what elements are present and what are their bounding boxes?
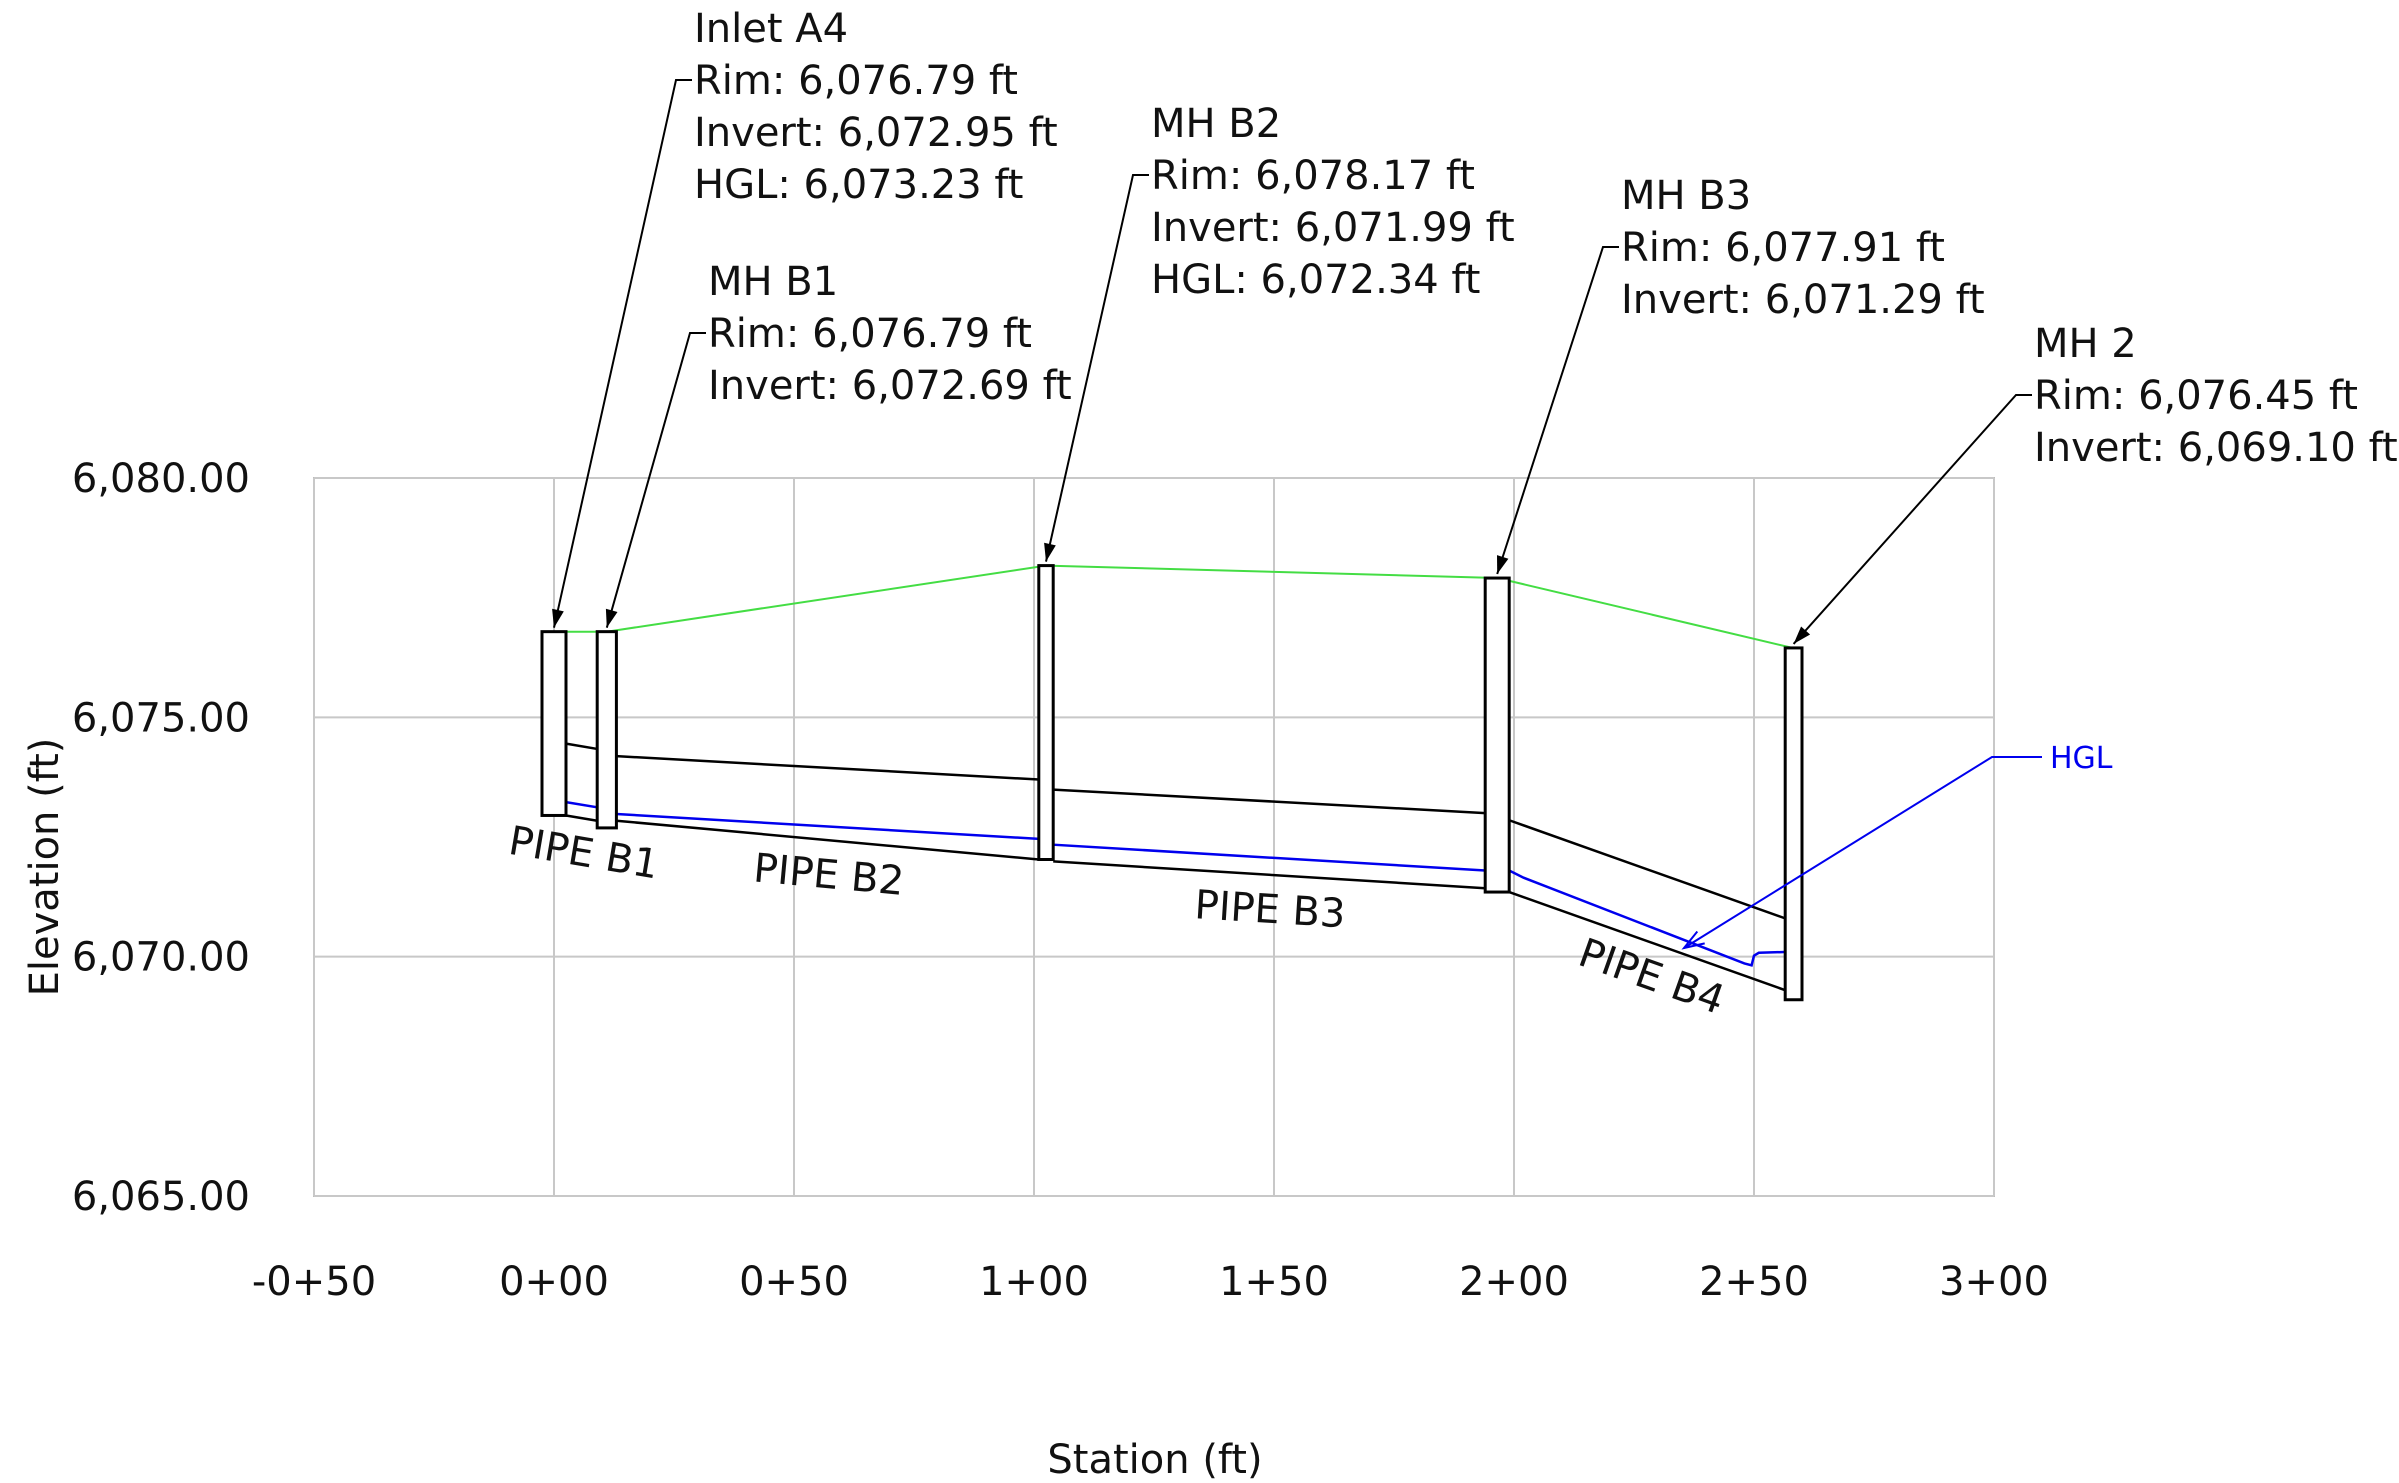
y-tick-label: 6,080.00 [72, 456, 250, 502]
structure-callouts: Inlet A4 Rim: 6,076.79 ft Invert: 6,072.95… [552, 6, 2398, 645]
callout-mh-2-line: MH 2 [2034, 321, 2137, 367]
leader-line [1792, 394, 2032, 645]
hgl-arrowhead [1681, 930, 1705, 950]
leader-line [1045, 174, 1149, 562]
y-tick-label: 6,065.00 [72, 1174, 250, 1220]
ground-surface [554, 564, 1793, 649]
y-tick-label: 6,070.00 [72, 935, 250, 981]
x-tick-labels: -0+50 0+00 0+50 1+00 1+50 2+00 2+50 3+00 [252, 1259, 2049, 1305]
callout-mh-b2-line: Rim: 6,078.17 ft [1151, 153, 1475, 199]
leader-arrowhead [552, 608, 564, 628]
x-tick-label: 2+50 [1699, 1259, 1809, 1305]
callout-mh-b1-line: Invert: 6,072.69 ft [708, 363, 1072, 409]
x-tick-label: 0+50 [739, 1259, 849, 1305]
callout-mh-2-line: Invert: 6,069.10 ft [2034, 425, 2398, 471]
callout-mh-b3-line: Rim: 6,077.91 ft [1621, 225, 1945, 271]
callout-mh-b3-line: Invert: 6,071.29 ft [1621, 277, 1985, 323]
pipes: PIPE B1 PIPE B2 PIPE B3 PIPE B4 [506, 742, 1786, 1024]
pipe-label: PIPE B3 [1193, 882, 1346, 937]
y-tick-label: 6,075.00 [72, 695, 250, 741]
grid [313, 477, 1995, 1197]
pipe-crown-line [1508, 819, 1786, 920]
callout-mh-b3-line: MH B3 [1621, 173, 1751, 219]
callout-mh-b1-line: MH B1 [708, 259, 838, 305]
pipe-invert-line [1053, 860, 1486, 890]
x-axis-title: Station (ft) [1047, 1437, 1262, 1483]
callout-inlet-a4-line: Inlet A4 [694, 6, 848, 52]
callout-mh-b2-line: HGL: 6,072.34 ft [1151, 257, 1480, 303]
callout-mh-b1-line: Rim: 6,076.79 ft [708, 311, 1032, 357]
callout-mh-b2-line: Invert: 6,071.99 ft [1151, 205, 1515, 251]
leader-line [605, 332, 706, 628]
hgl-legend: HGL [1681, 741, 2113, 950]
structure-mh-b2 [1037, 564, 1055, 861]
ground-line [554, 564, 1793, 649]
x-tick-label: 3+00 [1939, 1259, 2049, 1305]
structure-mh-b1 [595, 630, 618, 830]
pipe-label: PIPE B2 [752, 845, 906, 905]
structures [540, 564, 1804, 1002]
callout-mh-b2-line: MH B2 [1151, 101, 1281, 147]
leader-arrowhead [1044, 542, 1056, 562]
x-tick-label: 2+00 [1459, 1259, 1569, 1305]
leader-arrowhead [1793, 626, 1811, 644]
pipe-invert-line [565, 814, 598, 822]
leader-line [553, 79, 692, 628]
pipe-crown-line [616, 754, 1039, 781]
leader-line [1496, 246, 1619, 575]
structure-mh-b3 [1483, 576, 1511, 894]
y-axis-title: Elevation (ft) [22, 738, 68, 997]
pipe-crown-line [565, 742, 598, 751]
hgl-legend-label: HGL [2050, 741, 2113, 776]
pipe-crown-line [1053, 788, 1486, 815]
structure-mh-2 [1783, 646, 1804, 1002]
x-tick-label: 1+00 [979, 1259, 1089, 1305]
callout-inlet-a4-line: Rim: 6,076.79 ft [694, 58, 1018, 104]
x-tick-label: -0+50 [252, 1259, 376, 1305]
x-tick-label: 0+00 [499, 1259, 609, 1305]
callout-mh-2-line: Rim: 6,076.45 ft [2034, 373, 2358, 419]
leader-arrowhead [1497, 555, 1509, 574]
pipe-invert-line [1508, 890, 1786, 992]
callout-inlet-a4-line: HGL: 6,073.23 ft [694, 162, 1023, 208]
x-tick-label: 1+50 [1219, 1259, 1329, 1305]
hgl-leader [1683, 756, 2042, 949]
structure-inlet-a4 [540, 630, 568, 817]
pipe-label: PIPE B4 [1573, 930, 1731, 1024]
pipe-invert-line [616, 819, 1039, 861]
leader-arrowhead [605, 608, 618, 628]
y-tick-labels: 6,065.00 6,070.00 6,075.00 6,080.00 [72, 456, 250, 1220]
callout-inlet-a4-line: Invert: 6,072.95 ft [694, 110, 1058, 156]
pipe-label: PIPE B1 [506, 818, 662, 888]
